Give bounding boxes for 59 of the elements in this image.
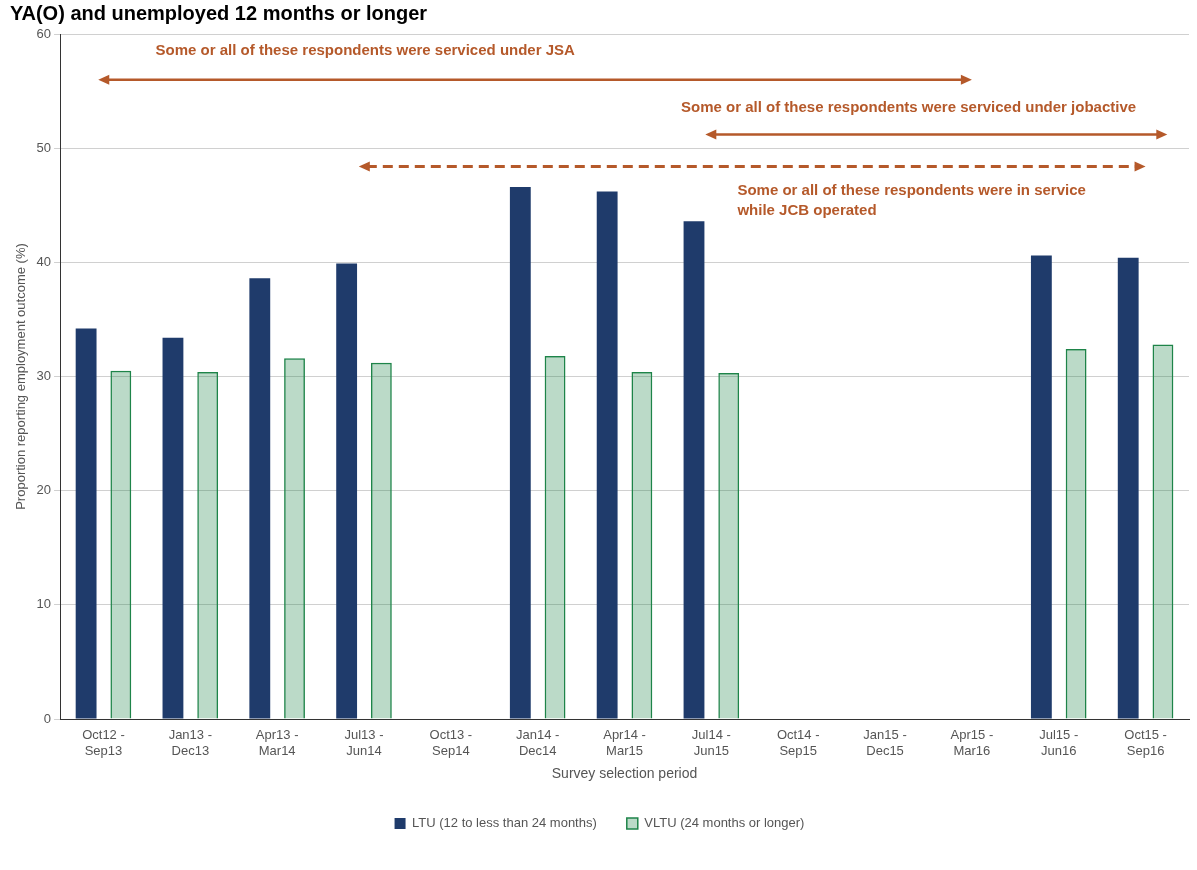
bar xyxy=(596,191,618,719)
category-label: Jan14 - xyxy=(516,727,560,743)
category-label: Dec14 xyxy=(518,742,557,758)
chart-title: YA(O) and unemployed 12 months or longer xyxy=(10,1,428,24)
bar xyxy=(75,328,97,719)
annotation: Some or all of these respondents were serviced under JSA xyxy=(155,41,576,59)
annotation: Some or all of these respondents were in service while JCB operated xyxy=(736,180,1086,218)
category-label: Sep15 xyxy=(779,742,818,758)
category-label: Oct13 - xyxy=(429,727,473,743)
bar xyxy=(197,371,219,719)
category-label: Sep14 xyxy=(432,742,470,758)
category-label: Oct14 - xyxy=(776,727,820,743)
y-tick-label: 50 xyxy=(36,139,52,155)
bar xyxy=(544,355,566,719)
category-label: Jul14 - xyxy=(691,727,731,743)
bar xyxy=(718,373,740,719)
y-tick-label: 0 xyxy=(43,710,52,726)
bar xyxy=(683,221,705,719)
bar xyxy=(1117,257,1139,719)
y-tick-label: 40 xyxy=(36,253,52,269)
category-label: Sep13 xyxy=(84,742,123,758)
bar xyxy=(631,371,653,719)
bar xyxy=(370,362,392,719)
x-axis-title: Survey selection period xyxy=(551,765,698,782)
y-axis-title: Proportion reporting employment outcome (%) xyxy=(13,243,29,510)
category-label: Mar14 xyxy=(258,742,296,758)
y-tick-label: 30 xyxy=(36,368,52,384)
category-label: Jul15 - xyxy=(1039,727,1079,743)
category-label: Jun14 xyxy=(346,742,382,758)
category-label: Jan15 - xyxy=(863,727,907,743)
category-label: Apr14 - xyxy=(603,727,646,743)
category-label: Dec13 xyxy=(171,742,210,758)
bar xyxy=(162,337,184,719)
category-label: Jun15 xyxy=(693,742,730,758)
category-label: Apr15 - xyxy=(950,727,994,743)
category-label: Jan13 - xyxy=(168,727,213,743)
bar xyxy=(509,186,531,719)
category-label: Jun16 xyxy=(1041,742,1077,758)
y-tick-label: 20 xyxy=(36,482,52,498)
y-tick-label: 10 xyxy=(36,596,52,612)
category-label: Apr13 - xyxy=(255,727,299,743)
category-label: Mar16 xyxy=(953,742,991,758)
bar xyxy=(336,263,358,719)
bar xyxy=(1152,344,1174,719)
category-label: Sep16 xyxy=(1126,742,1165,758)
legend-label: LTU (12 to less than 24 months) xyxy=(412,815,597,831)
bar xyxy=(1065,349,1087,719)
category-label: Jul13 - xyxy=(344,727,384,743)
category-label: Mar15 xyxy=(606,742,643,758)
annotation: Some or all of these respondents were serviced under jobactive xyxy=(680,98,1137,116)
bar xyxy=(284,358,305,719)
category-label: Oct15 - xyxy=(1124,727,1167,743)
category-label: Oct12 - xyxy=(82,727,125,743)
bar xyxy=(1030,255,1052,719)
category-label: Dec15 xyxy=(866,742,904,758)
y-tick-label: 60 xyxy=(36,25,52,41)
legend-label: VLTU (24 months or longer) xyxy=(644,815,805,831)
bar xyxy=(249,278,271,719)
bar xyxy=(110,370,132,719)
